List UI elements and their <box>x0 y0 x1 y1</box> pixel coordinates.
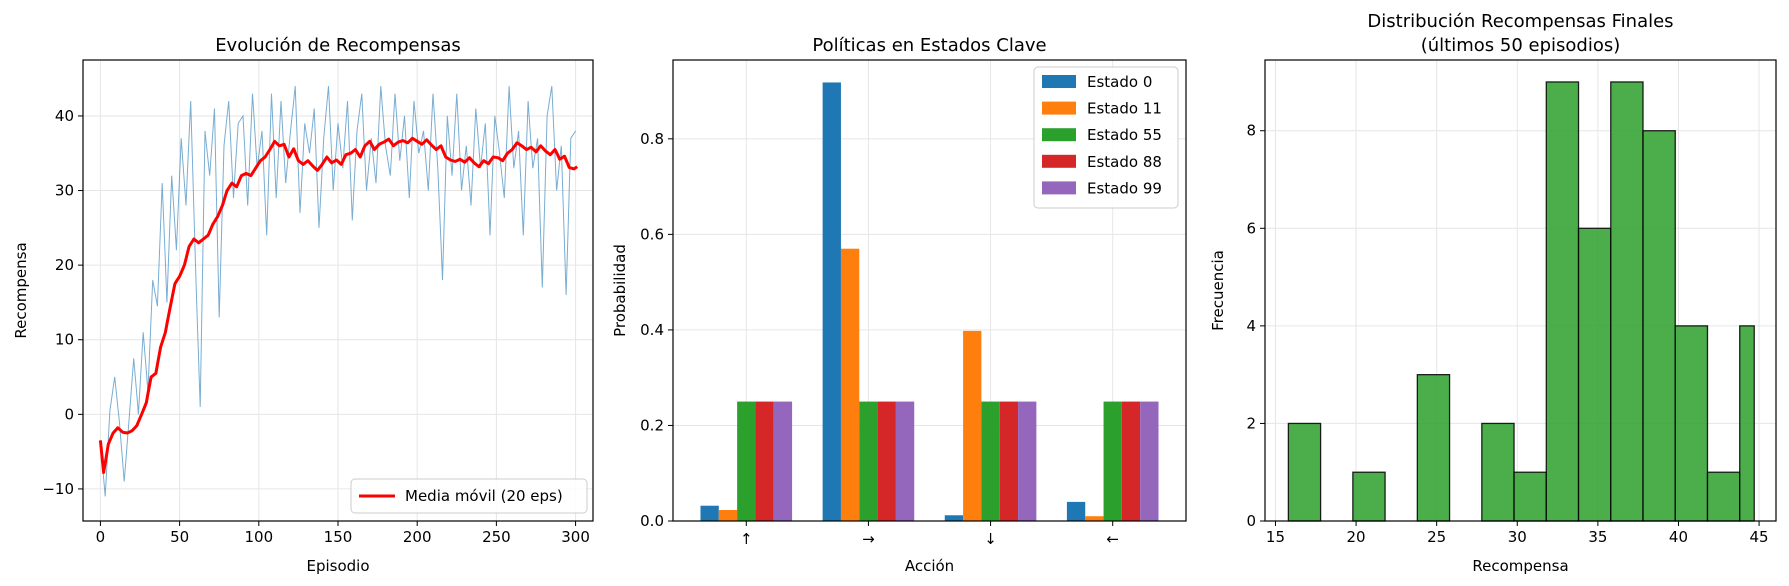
histogram-bar <box>1545 81 1580 522</box>
bar <box>895 401 915 521</box>
bar <box>822 82 841 521</box>
chart-title-3-line1: Distribución Recompensas Finales <box>1367 11 1673 32</box>
x-tick-label: 100 <box>244 528 273 546</box>
x-tick-label: 150 <box>324 528 353 546</box>
histogram-bar <box>1739 325 1755 522</box>
bar <box>859 401 878 521</box>
x-tick-label: ← <box>1106 530 1119 548</box>
y-tick-label: 40 <box>55 107 74 125</box>
bar <box>773 401 793 521</box>
bar <box>963 330 982 521</box>
bar <box>1140 401 1159 521</box>
y-tick-label: 0.8 <box>640 130 664 148</box>
y-tick-label: 20 <box>55 256 74 274</box>
bar <box>1085 516 1104 521</box>
y-tick-label: 0.0 <box>640 512 664 530</box>
moving-average-line <box>98 136 579 474</box>
y-axis-label-2: Probabilidad <box>611 244 629 337</box>
x-tick-label: 50 <box>170 528 189 546</box>
bar <box>1066 501 1086 521</box>
bar <box>718 510 738 521</box>
chart-title-2: Políticas en Estados Clave <box>812 35 1046 56</box>
bar <box>999 401 1019 521</box>
histogram-bar <box>1481 422 1515 522</box>
histogram-bar <box>1352 471 1386 522</box>
legend-swatch <box>1042 128 1076 142</box>
legend-swatch <box>1042 181 1076 195</box>
histogram-bar <box>1416 374 1451 522</box>
x-tick-label: 250 <box>482 528 511 546</box>
x-tick-label: 35 <box>1588 528 1607 546</box>
y-tick-label: 30 <box>55 182 74 200</box>
y-tick-label: 0.2 <box>640 416 664 434</box>
y-tick-label: 0 <box>64 405 74 423</box>
raw-reward-line <box>99 86 577 497</box>
x-tick-label: 15 <box>1266 528 1285 546</box>
x-tick-label: ↓ <box>984 530 997 548</box>
y-tick-label: 0.6 <box>640 225 664 243</box>
bar <box>755 401 774 521</box>
legend-box-1 <box>350 478 588 514</box>
legend-label: Estado 11 <box>1087 100 1162 118</box>
bar <box>737 401 756 521</box>
histogram-bar <box>1674 325 1709 522</box>
bar <box>700 505 719 521</box>
y-tick-label: 10 <box>55 331 74 349</box>
x-tick-label: 0 <box>96 528 106 546</box>
x-tick-label: ↑ <box>740 530 753 548</box>
y-tick-label: −10 <box>42 480 74 498</box>
x-tick-label: 40 <box>1669 528 1688 546</box>
x-tick-label: 25 <box>1427 528 1446 546</box>
legend-swatch <box>1042 101 1076 115</box>
y-tick-label: 4 <box>1246 317 1256 335</box>
histogram-bar <box>1642 130 1676 522</box>
x-tick-label: 200 <box>403 528 432 546</box>
chart-title-1: Evolución de Recompensas <box>215 35 461 56</box>
legend-label: Estado 99 <box>1087 179 1162 197</box>
y-tick-label: 6 <box>1246 219 1256 237</box>
y-tick-label: 8 <box>1246 122 1256 140</box>
bar <box>1121 401 1141 521</box>
bar <box>877 401 896 521</box>
x-tick-label: 30 <box>1508 528 1527 546</box>
y-axis-label-3: Frecuencia <box>1209 250 1227 331</box>
y-tick-label: 2 <box>1246 414 1256 432</box>
x-tick-label: 45 <box>1750 528 1769 546</box>
legend-label-moving-average: Media móvil (20 eps) <box>405 487 563 505</box>
bar <box>944 515 964 521</box>
x-tick-label: 20 <box>1347 528 1366 546</box>
histogram-bar <box>1610 81 1644 522</box>
x-axis-label-2: Acción <box>905 557 954 575</box>
histogram-bar <box>1513 471 1547 522</box>
histogram-bar <box>1706 471 1741 522</box>
chart-title-3-line2: (últimos 50 episodios) <box>1421 35 1621 56</box>
legend-label: Estado 88 <box>1087 153 1162 171</box>
legend-label: Estado 55 <box>1087 126 1162 144</box>
bar <box>1103 401 1122 521</box>
histogram-bar <box>1287 422 1322 522</box>
legend-swatch <box>1042 75 1076 88</box>
axes-frame-1 <box>82 59 594 522</box>
legend-label: Estado 0 <box>1087 73 1152 91</box>
bar <box>1018 401 1037 521</box>
x-tick-label: → <box>862 530 875 548</box>
y-tick-label: 0.4 <box>640 321 664 339</box>
x-axis-label-1: Episodio <box>306 557 369 575</box>
bar <box>981 401 1000 521</box>
x-tick-label: 300 <box>561 528 590 546</box>
histogram-bar <box>1577 227 1612 522</box>
axes-frame-2 <box>672 59 1187 522</box>
y-tick-label: 0 <box>1246 512 1256 530</box>
x-axis-label-3: Recompensa <box>1472 557 1568 575</box>
y-axis-label-1: Recompensa <box>12 242 30 338</box>
bar <box>840 248 860 522</box>
axes-frame-3 <box>1264 59 1777 522</box>
legend-swatch <box>1042 154 1076 168</box>
